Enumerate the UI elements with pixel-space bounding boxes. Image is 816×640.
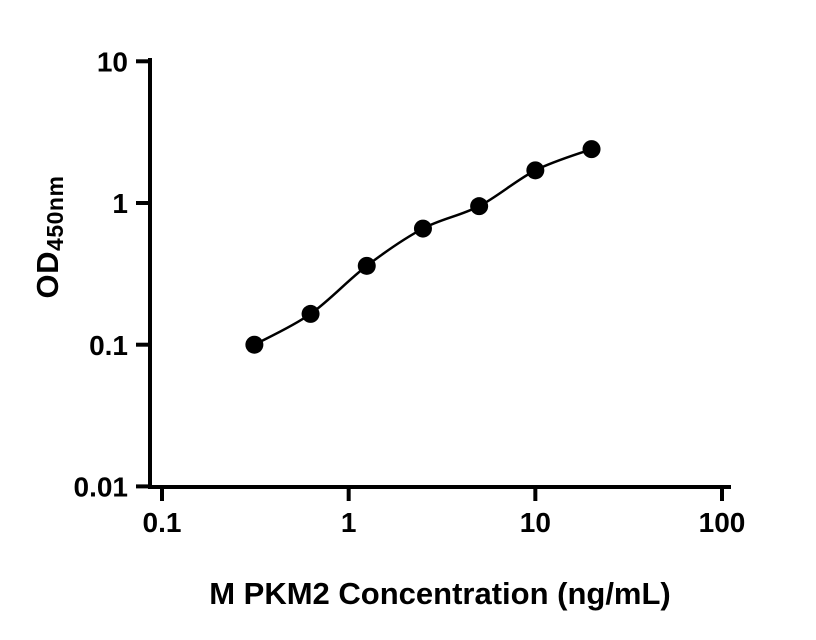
x-axis-tick-label: 0.1: [143, 507, 182, 538]
x-axis-tick-label: 1: [341, 507, 357, 538]
data-point: [582, 140, 601, 159]
data-point: [301, 304, 320, 323]
data-point: [526, 161, 545, 180]
y-axis-tick-label: 10: [97, 46, 128, 77]
y-axis-tick-label: 0.1: [89, 330, 128, 361]
data-point: [470, 197, 489, 216]
y-axis-tick-label: 1: [112, 188, 128, 219]
data-point: [357, 256, 376, 275]
data-point: [413, 219, 432, 238]
y-axis-tick-label: 0.01: [74, 471, 129, 502]
y-axis-title: OD450nm: [30, 175, 68, 299]
y-axis-title-main: OD: [30, 250, 65, 299]
x-axis-tick-label: 100: [699, 507, 746, 538]
data-point: [245, 335, 264, 354]
y-axis-title-sub: 450nm: [42, 175, 68, 251]
x-axis-tick-label: 10: [520, 507, 551, 538]
x-axis-title: M PKM2 Concentration (ng/mL): [209, 576, 671, 611]
